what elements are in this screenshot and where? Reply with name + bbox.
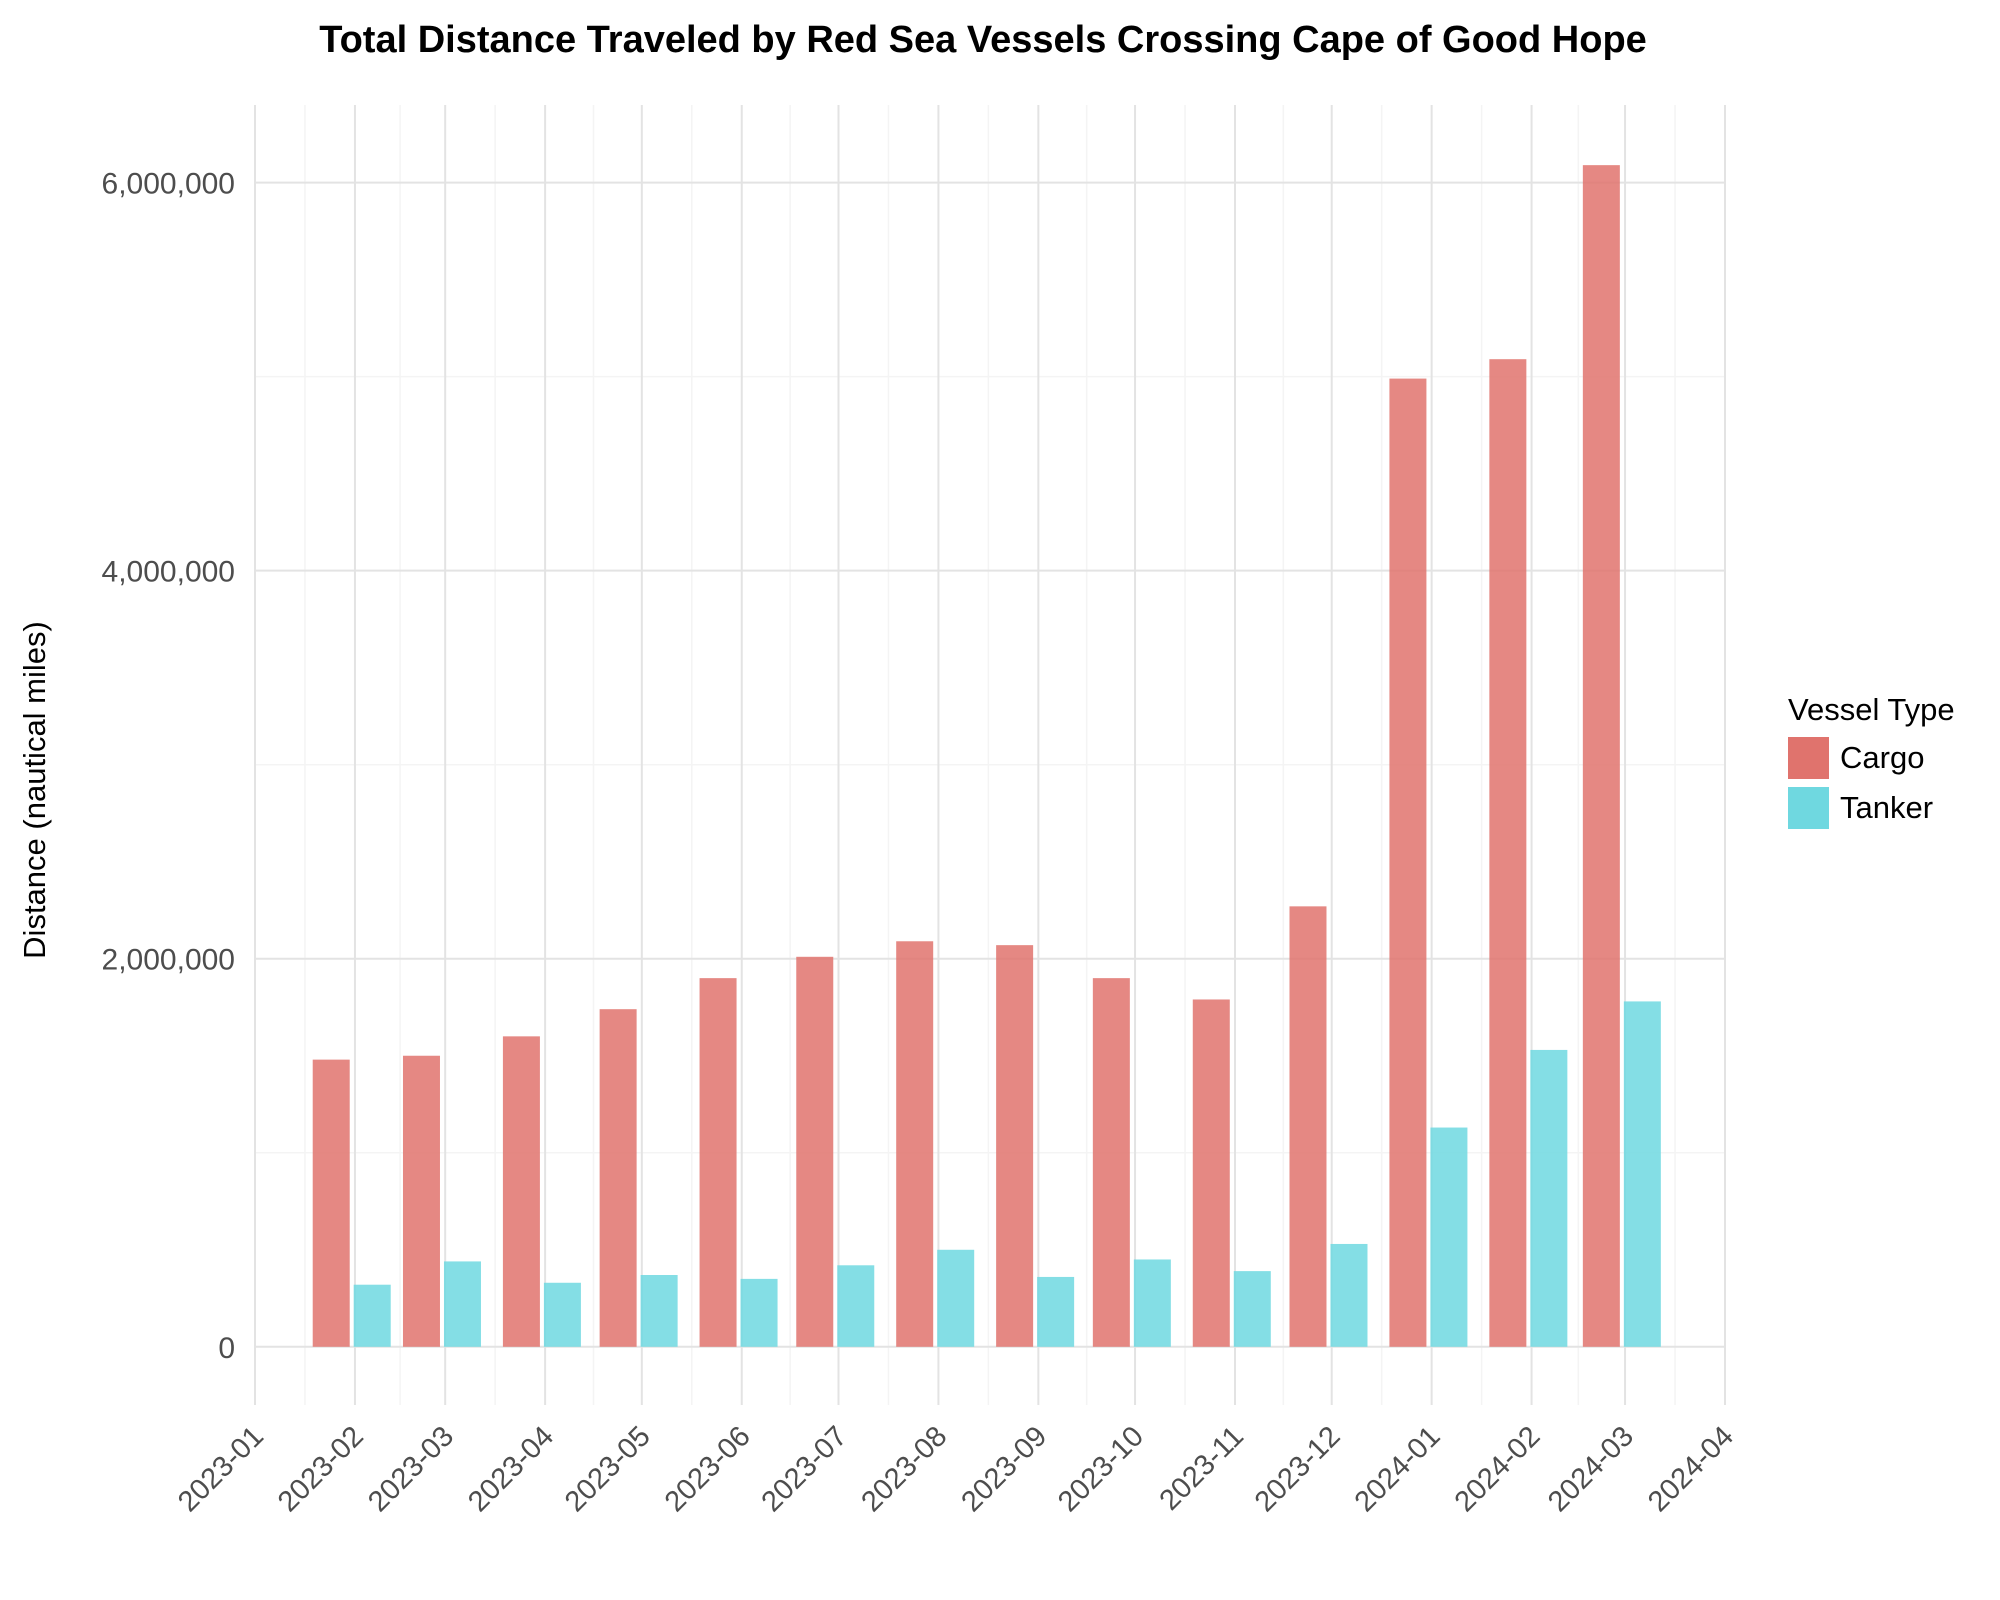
y-tick-label: 6,000,000 — [102, 168, 235, 201]
x-tick-label: 2023-06 — [659, 1420, 757, 1518]
bar-tanker — [640, 1275, 678, 1347]
bar-cargo — [796, 956, 834, 1347]
legend-swatch-tanker — [1788, 787, 1829, 829]
minor-gridlines — [255, 105, 1725, 1405]
bar-cargo — [1192, 999, 1230, 1347]
x-tick-label: 2023-10 — [1052, 1420, 1150, 1518]
bar-cargo — [1582, 165, 1620, 1347]
y-axis-ticks: 0 2,000,000 4,000,000 6,000,000 — [102, 168, 235, 1365]
bar-cargo — [996, 945, 1034, 1347]
x-tick-label: 2024-02 — [1449, 1420, 1547, 1518]
bars — [312, 165, 1661, 1347]
bar-tanker — [543, 1282, 581, 1347]
bar-tanker — [937, 1249, 975, 1347]
legend-title: Vessel Type — [1788, 692, 1955, 727]
major-gridlines — [254, 105, 1726, 1405]
bar-tanker — [837, 1265, 875, 1347]
chart-title: Total Distance Traveled by Red Sea Vesse… — [319, 19, 1647, 61]
bar-tanker — [740, 1278, 778, 1347]
x-tick-label: 2023-07 — [756, 1420, 854, 1518]
bar-cargo — [1489, 359, 1527, 1347]
bar-cargo — [402, 1055, 440, 1347]
bar-cargo — [312, 1059, 350, 1347]
bar-tanker — [1233, 1271, 1271, 1347]
bar-cargo — [896, 941, 934, 1347]
bar-tanker — [1530, 1049, 1568, 1347]
bar-cargo — [599, 1009, 637, 1347]
bar-cargo — [1389, 378, 1427, 1347]
bar-tanker — [443, 1261, 481, 1347]
x-tick-label: 2024-01 — [1349, 1420, 1447, 1518]
x-tick-label: 2023-04 — [462, 1420, 560, 1518]
bar-tanker — [353, 1284, 391, 1347]
bar-tanker — [1037, 1276, 1075, 1347]
x-tick-label: 2023-09 — [955, 1420, 1053, 1518]
x-tick-label: 2023-12 — [1249, 1420, 1347, 1518]
x-tick-label: 2023-01 — [172, 1420, 270, 1518]
bar-tanker — [1430, 1127, 1468, 1347]
y-tick-label: 2,000,000 — [102, 944, 235, 977]
bar-tanker — [1623, 1001, 1661, 1347]
y-tick-label: 4,000,000 — [102, 556, 235, 589]
x-tick-label: 2023-05 — [559, 1420, 657, 1518]
bar-cargo — [1092, 978, 1130, 1347]
legend-label-tanker: Tanker — [1840, 790, 1933, 825]
y-tick-label: 0 — [218, 1332, 235, 1365]
y-axis-label: Distance (nautical miles) — [17, 621, 52, 959]
x-tick-label: 2024-03 — [1542, 1420, 1640, 1518]
bar-tanker — [1133, 1259, 1171, 1347]
legend-swatch-cargo — [1788, 737, 1829, 779]
x-tick-label: 2024-04 — [1642, 1420, 1740, 1518]
bar-tanker — [1330, 1243, 1368, 1347]
bar-cargo — [502, 1036, 540, 1347]
bar-cargo — [699, 978, 737, 1347]
bar-cargo — [1289, 906, 1327, 1347]
x-tick-label: 2023-02 — [272, 1420, 370, 1518]
x-tick-label: 2023-08 — [855, 1420, 953, 1518]
x-tick-label: 2023-03 — [362, 1420, 460, 1518]
legend: Vessel Type Cargo Tanker — [1788, 692, 1955, 829]
legend-label-cargo: Cargo — [1840, 740, 1924, 775]
x-tick-label: 2023-11 — [1154, 1420, 1250, 1516]
